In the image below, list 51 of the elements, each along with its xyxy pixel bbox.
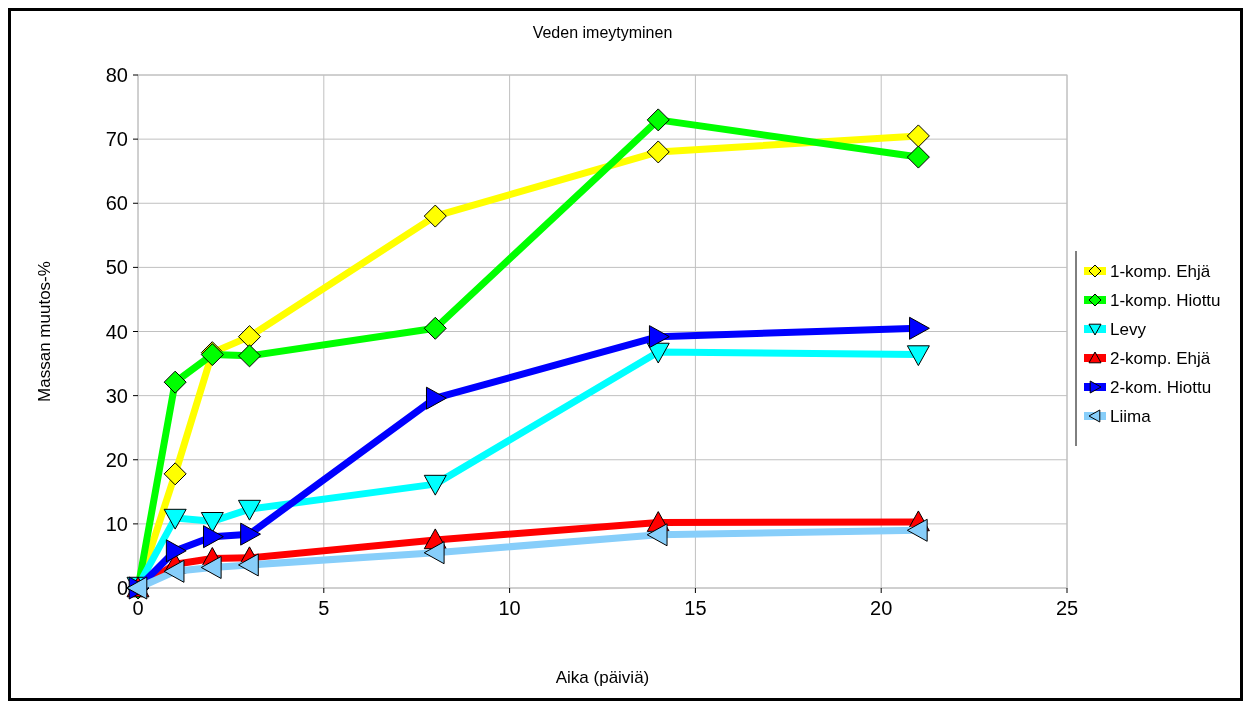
y-tick-label: 70	[105, 128, 128, 151]
x-tick-label: 15	[684, 597, 707, 619]
y-axis-title: Massan muutos-%	[35, 261, 54, 402]
point	[165, 539, 187, 563]
point	[163, 462, 187, 486]
x-tick-label: 20	[870, 597, 893, 619]
point	[906, 345, 930, 367]
point	[237, 344, 261, 368]
x-tick-label: 25	[1055, 597, 1079, 619]
point	[163, 559, 185, 583]
legend-label: 2-komp. Ehjä	[1110, 348, 1211, 368]
y-tick-label: 50	[105, 256, 128, 279]
point	[237, 553, 259, 577]
point	[200, 555, 222, 579]
y-tick-label: 60	[105, 192, 128, 215]
point	[163, 508, 187, 530]
point	[163, 370, 187, 394]
y-tick-label: 0	[116, 577, 128, 599]
y-tick-label: 30	[105, 384, 128, 407]
point	[423, 316, 447, 340]
y-tick-label: 20	[105, 448, 128, 471]
point	[906, 518, 928, 542]
y-tick-label: 80	[105, 64, 128, 86]
x-tick-label: 10	[498, 597, 521, 619]
x-axis-title: Aika (päiviä)	[555, 668, 650, 687]
y-tick-label: 10	[105, 512, 128, 535]
point	[423, 204, 447, 228]
chart-title: Veden imeytyminen	[532, 24, 673, 41]
point	[203, 525, 224, 549]
point	[237, 325, 261, 349]
point	[648, 325, 670, 349]
legend-label: Liima	[1110, 406, 1152, 426]
point	[646, 523, 668, 547]
legend-label: 1-komp. Hiottu	[1110, 290, 1221, 310]
point	[200, 512, 224, 533]
point	[240, 522, 261, 546]
y-tick-label: 40	[105, 320, 128, 343]
point	[646, 108, 670, 132]
point	[423, 541, 445, 565]
x-tick-label: 5	[318, 597, 330, 619]
point	[425, 386, 447, 410]
point	[237, 499, 261, 521]
point	[909, 316, 930, 340]
point	[423, 474, 447, 496]
point	[906, 145, 930, 169]
point	[646, 140, 670, 164]
x-tick-label: 0	[132, 597, 144, 619]
point	[906, 124, 930, 148]
legend-label: 1-komp. Ehjä	[1110, 261, 1211, 281]
legend-label: 2-kom. Hiottu	[1110, 377, 1212, 397]
legend-label: Levy	[1110, 319, 1147, 339]
